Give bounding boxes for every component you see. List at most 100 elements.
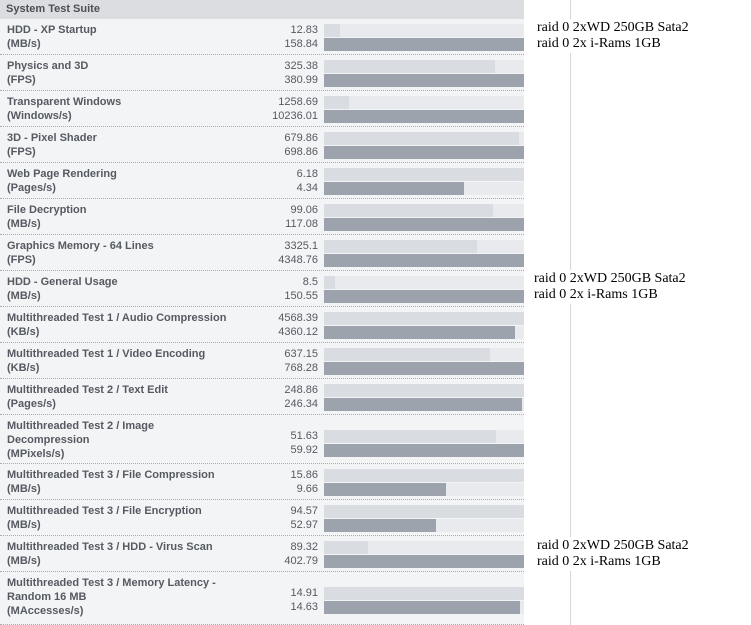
value-first: 12.83 — [290, 24, 318, 36]
value-first: 1258.69 — [278, 96, 318, 108]
value-second: 14.63 — [290, 601, 318, 613]
bar-first — [324, 168, 524, 181]
value-second: 150.55 — [284, 290, 318, 302]
table-row: Multithreaded Test 3 / HDD - Virus Scan (… — [0, 536, 524, 572]
bar-second-track — [324, 146, 524, 159]
value-first: 99.06 — [290, 204, 318, 216]
bar-second-track — [324, 362, 524, 375]
test-label-line: Graphics Memory - 64 Lines — [7, 240, 154, 252]
test-label-line: Multithreaded Test 1 / Audio Compression — [7, 312, 227, 324]
test-label-line: 3D - Pixel Shader — [7, 132, 97, 144]
value-first: 637.15 — [284, 348, 318, 360]
divider-line — [570, 0, 571, 625]
bar-second-track — [324, 326, 524, 339]
note-line-2: raid 0 2x i-Rams 1GB — [537, 36, 661, 51]
bar-first-track — [324, 384, 524, 397]
table-row: Transparent Windows (Windows/s) 1258.69 102… — [0, 91, 524, 127]
test-label: Physics and 3D (FPS) — [7, 59, 88, 87]
value-second: 4348.76 — [278, 254, 318, 266]
value-second: 158.84 — [284, 38, 318, 50]
test-label: Transparent Windows (Windows/s) — [7, 95, 121, 123]
bar-first-track — [324, 24, 524, 37]
test-label-line: Web Page Rendering — [7, 168, 117, 180]
test-label-line: (FPS) — [7, 74, 36, 86]
test-label: Multithreaded Test 3 / Memory Latency - R… — [7, 576, 216, 618]
value-first: 14.91 — [290, 587, 318, 599]
test-label-line: Transparent Windows — [7, 96, 122, 108]
bar-second-track — [324, 519, 524, 532]
test-label-line: Physics and 3D — [7, 60, 89, 72]
bar-first — [324, 96, 349, 109]
test-label-line: (MB/s) — [7, 483, 41, 495]
test-label: Graphics Memory - 64 Lines (FPS) — [7, 239, 154, 267]
bar-first — [324, 430, 497, 443]
test-label-line: (MB/s) — [7, 519, 41, 531]
table-row: Graphics Memory - 64 Lines (FPS) 3325.1 434… — [0, 235, 524, 271]
test-label: Multithreaded Test 3 / File Encryption (M… — [7, 504, 202, 532]
note-line-1: raid 0 2xWD 250GB Sata2 — [534, 271, 686, 286]
bar-second — [324, 110, 524, 123]
bar-first — [324, 276, 336, 289]
bar-second-track — [324, 110, 524, 123]
bar-first — [324, 204, 494, 217]
config-note-3: raid 0 2xWD 250GB Sata2 raid 0 2x i-Rams… — [534, 537, 692, 571]
value-first: 6.18 — [296, 168, 318, 180]
bar-second-track — [324, 444, 524, 457]
test-label-line: HDD - General Usage — [7, 276, 118, 288]
test-label: Multithreaded Test 2 / Image Decompressio… — [7, 419, 154, 461]
suite-header: System Test Suite — [0, 0, 524, 19]
table-row: Multithreaded Test 3 / File Compression (… — [0, 464, 524, 500]
bar-second — [324, 519, 436, 532]
value-second: 698.86 — [284, 146, 318, 158]
test-label-line: Multithreaded Test 1 / Video Encoding — [7, 348, 206, 360]
value-first: 4568.39 — [278, 312, 318, 324]
test-label-line: Decompression — [7, 434, 90, 446]
value-first: 325.38 — [284, 60, 318, 72]
value-first: 15.86 — [290, 469, 318, 481]
bar-second-track — [324, 290, 524, 303]
bar-first-track — [324, 204, 524, 217]
bar-first — [324, 587, 524, 600]
table-row: Multithreaded Test 3 / Memory Latency - R… — [0, 572, 524, 625]
table-row: HDD - General Usage (MB/s) 8.5 150.55 — [0, 271, 524, 307]
value-second: 380.99 — [284, 74, 318, 86]
test-label: Multithreaded Test 1 / Video Encoding (KB… — [7, 347, 205, 375]
test-label-line: (KB/s) — [7, 326, 40, 338]
note-line-2: raid 0 2x i-Rams 1GB — [534, 287, 658, 302]
test-label-line: Multithreaded Test 3 / Memory Latency - — [7, 577, 216, 589]
test-label-line: Multithreaded Test 3 / File Encryption — [7, 505, 202, 517]
bar-first-track — [324, 430, 524, 443]
test-label: 3D - Pixel Shader (FPS) — [7, 131, 97, 159]
bar-first-track — [324, 276, 524, 289]
table-row: Web Page Rendering (Pages/s) 6.18 4.34 — [0, 163, 524, 199]
table-row: HDD - XP Startup (MB/s) 12.83 158.84 — [0, 19, 524, 55]
bar-second — [324, 182, 465, 195]
bar-first — [324, 469, 524, 482]
test-label: HDD - General Usage (MB/s) — [7, 275, 118, 303]
bar-second — [324, 555, 524, 568]
bar-second-track — [324, 74, 524, 87]
test-label-line: (MPixels/s) — [7, 448, 65, 460]
bar-second — [324, 254, 524, 267]
table-row: Multithreaded Test 1 / Video Encoding (KB… — [0, 343, 524, 379]
bar-first — [324, 505, 524, 518]
bar-second-track — [324, 182, 524, 195]
bar-first — [324, 132, 519, 145]
table-row: Multithreaded Test 2 / Image Decompressio… — [0, 415, 524, 464]
value-second: 402.79 — [284, 555, 318, 567]
bar-second-track — [324, 398, 524, 411]
bar-first-track — [324, 96, 524, 109]
bar-second — [324, 74, 524, 87]
test-label: Multithreaded Test 2 / Text Edit (Pages/s… — [7, 383, 168, 411]
test-label: Multithreaded Test 1 / Audio Compression… — [7, 311, 226, 339]
test-label-line: (Pages/s) — [7, 398, 56, 410]
note-line-1: raid 0 2xWD 250GB Sata2 — [537, 20, 689, 35]
bar-second-track — [324, 254, 524, 267]
value-second: 52.97 — [290, 519, 318, 531]
bar-first — [324, 384, 524, 397]
value-second: 4.34 — [296, 182, 318, 194]
bar-first — [324, 348, 490, 361]
value-first: 679.86 — [284, 132, 318, 144]
bar-first-track — [324, 469, 524, 482]
bar-second — [324, 601, 521, 614]
